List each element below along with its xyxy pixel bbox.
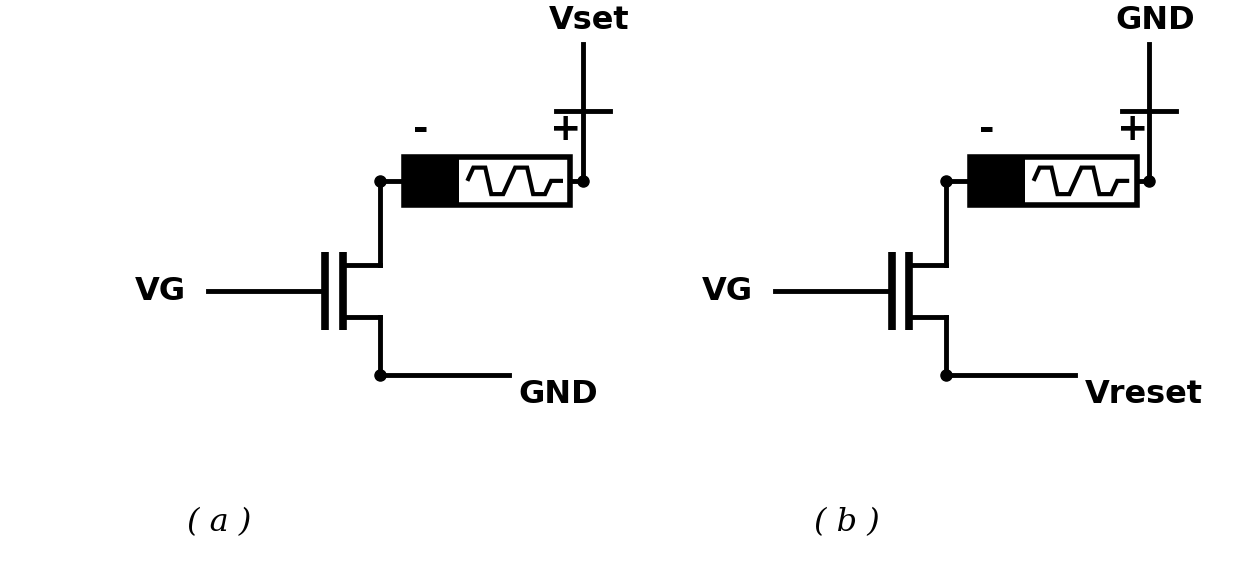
Text: ( b ): ( b ) xyxy=(815,507,880,538)
Text: Vset: Vset xyxy=(548,5,629,36)
Bar xyxy=(404,157,570,205)
Text: GND: GND xyxy=(1115,5,1195,36)
Text: VG: VG xyxy=(135,275,186,306)
Text: +: + xyxy=(1116,112,1148,148)
Bar xyxy=(404,157,459,205)
Text: GND: GND xyxy=(518,379,599,410)
Bar xyxy=(971,157,1025,205)
Bar xyxy=(971,157,1137,205)
Text: ( a ): ( a ) xyxy=(187,507,252,538)
Text: +: + xyxy=(551,112,582,148)
Text: VG: VG xyxy=(702,275,753,306)
Text: -: - xyxy=(413,112,429,148)
Text: -: - xyxy=(980,112,994,148)
Text: Vreset: Vreset xyxy=(1085,379,1203,410)
